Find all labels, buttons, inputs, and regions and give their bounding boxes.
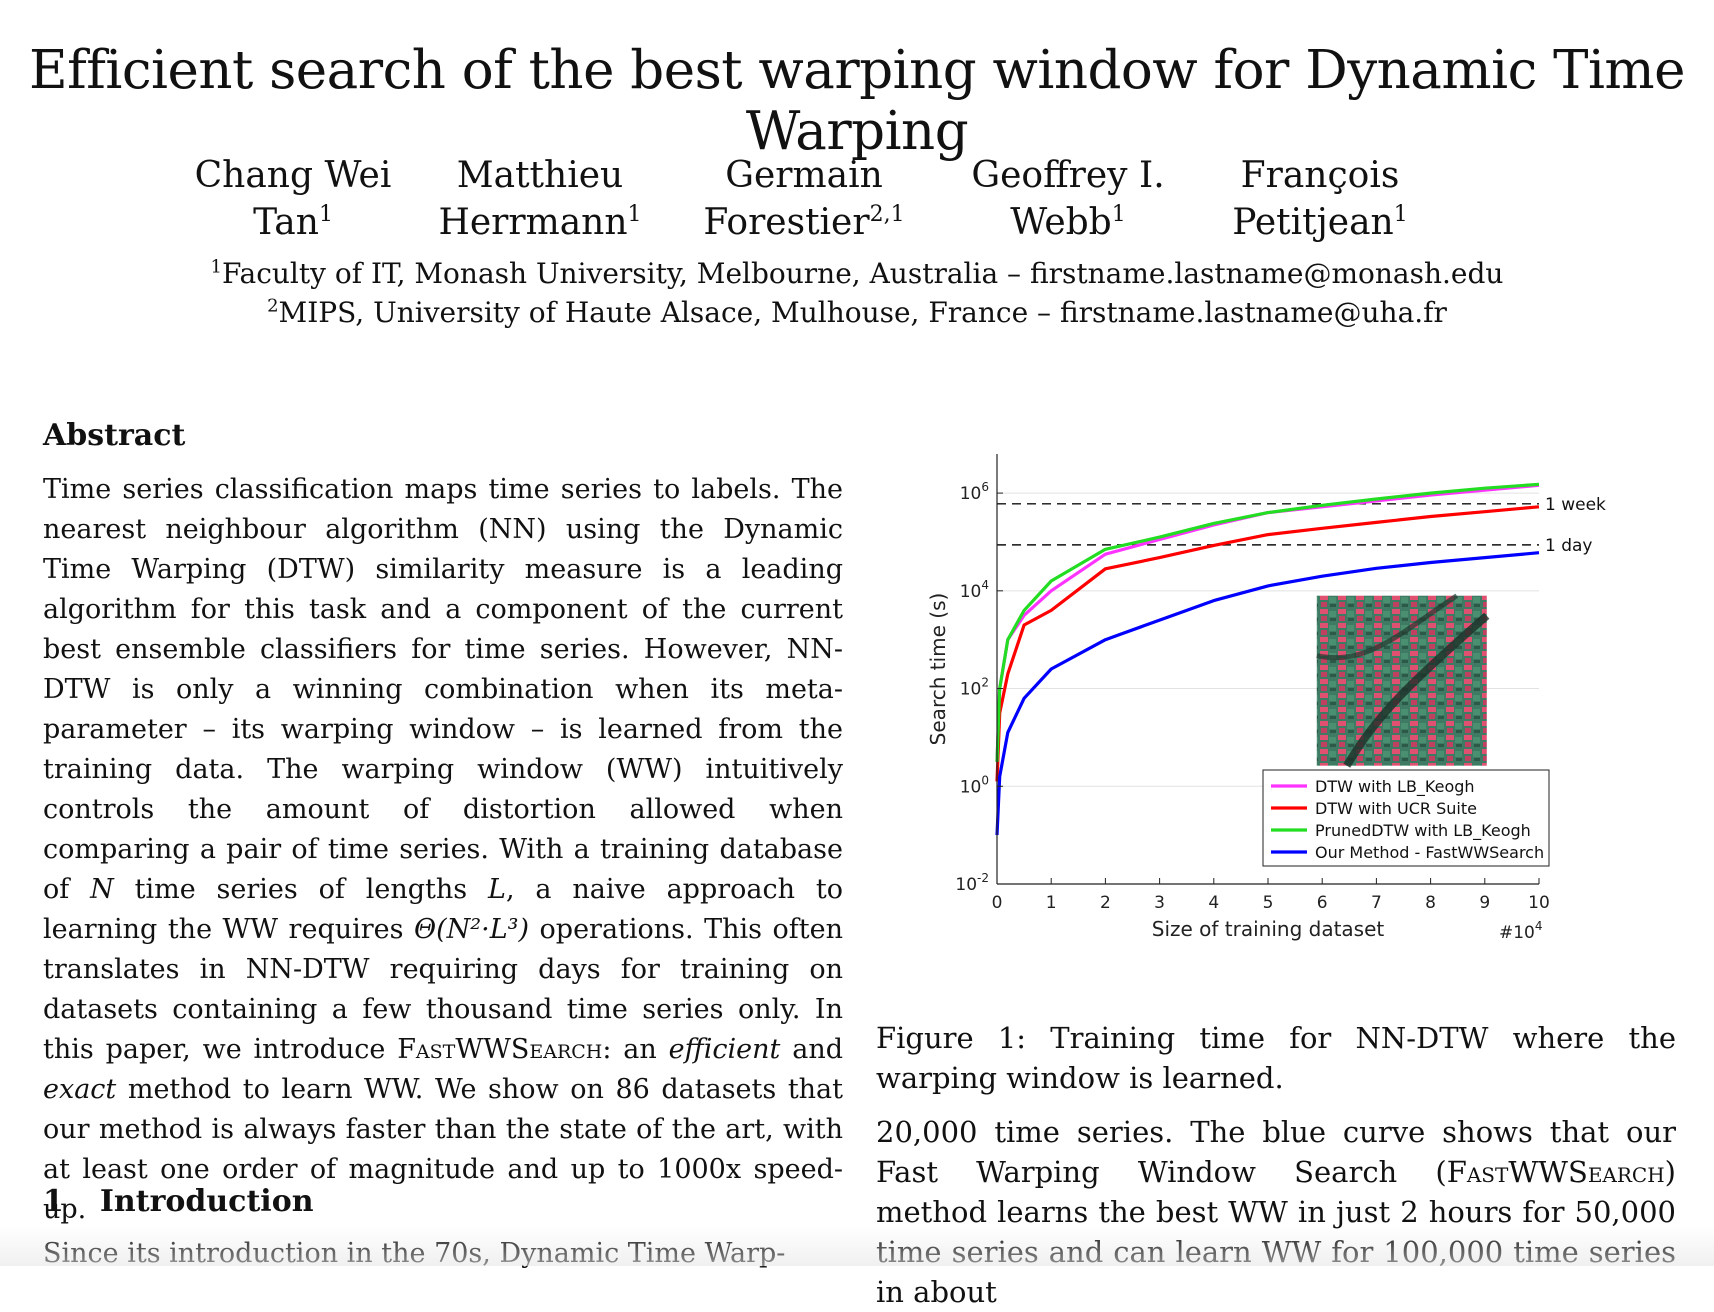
series-line <box>995 551 1540 836</box>
abstract-text-part: : an <box>602 1034 669 1065</box>
affil-text: Faculty of IT, Monash University, Melbou… <box>221 257 1504 290</box>
author-1: Chang Wei Tan1 <box>163 152 423 246</box>
author-4: Geoffrey I. Webb1 <box>938 152 1198 246</box>
legend-entry: PrunedDTW with LB_Keogh <box>1315 821 1531 841</box>
author-last-line: Tan <box>253 202 319 243</box>
section-heading-introduction: 1 Introduction <box>43 1184 314 1219</box>
abstract-complexity: Θ(N²·L³) <box>414 914 530 945</box>
abstract-var-n: N <box>90 874 114 905</box>
figure-caption: Figure 1: Training time for NN-DTW where… <box>876 1021 1676 1095</box>
affil-text: MIPS, University of Haute Alsace, Mulhou… <box>278 296 1447 329</box>
author-first-line: Germain <box>725 155 883 196</box>
y-tick-label: 102 <box>960 676 989 700</box>
legend-entry: DTW with UCR Suite <box>1315 799 1477 818</box>
abstract-body: Time series classification maps time ser… <box>43 470 843 1230</box>
author-3: Germain Forestier2,1 <box>674 152 934 246</box>
author-affil-marker: 1 <box>1393 202 1408 227</box>
y-axis-label: Search time (s) <box>926 593 950 746</box>
method-name: FastWWSearch <box>397 1034 603 1065</box>
x-tick-label: 5 <box>1263 893 1274 913</box>
author-list: Chang Wei Tan1 Matthieu Herrmann1 Germai… <box>0 152 1714 252</box>
figure-1: 1 week 1 day 0 1 2 3 4 5 6 7 8 9 10 10-2 100 102 104 106… <box>905 440 1705 1000</box>
series-line <box>995 482 1540 762</box>
satellite-image-ridge <box>1343 612 1490 768</box>
chart-axes: 0 1 2 3 4 5 6 7 8 9 10 10-2 100 102 104 106 Size of trai… <box>926 454 1550 943</box>
author-affil-marker: 1 <box>318 202 333 227</box>
abstract-heading: Abstract <box>43 418 186 453</box>
x-tick-label: 7 <box>1371 893 1382 913</box>
abstract-text-part: and <box>780 1034 843 1065</box>
affiliation-1: 1Faculty of IT, Monash University, Melbo… <box>0 257 1714 290</box>
series-line <box>995 505 1540 782</box>
satellite-image <box>1316 593 1490 768</box>
y-tick-label: 104 <box>960 578 989 602</box>
reference-line-label: 1 week <box>1545 495 1606 515</box>
abstract-text-part: method to learn WW. We show on 86 datase… <box>43 1074 843 1225</box>
abstract-text-part: Time series classification maps time ser… <box>43 474 843 905</box>
author-last-line: Webb <box>1010 202 1112 243</box>
affil-marker: 2 <box>267 295 279 317</box>
author-last-line: Herrmann <box>438 202 628 243</box>
x-tick-label: 8 <box>1425 893 1436 913</box>
author-5: François Petitjean1 <box>1190 152 1450 246</box>
y-tick-label: 100 <box>960 773 989 797</box>
author-2: Matthieu Herrmann1 <box>410 152 670 246</box>
search-time-chart: 1 week 1 day 0 1 2 3 4 5 6 7 8 9 10 10-2 100 102 104 106… <box>926 454 1606 943</box>
reference-line-label: 1 day <box>1545 536 1593 556</box>
y-tick-label: 10-2 <box>955 871 989 895</box>
satellite-image-ridge <box>1316 593 1459 661</box>
chart-legend: DTW with LB_Keogh DTW with UCR Suite Prune… <box>1262 769 1550 867</box>
section-title: Introduction <box>99 1184 314 1219</box>
legend-box <box>1262 769 1550 867</box>
x-tick-label: 3 <box>1154 893 1165 913</box>
author-affil-marker: 1 <box>1111 202 1126 227</box>
x-axis-label: Size of training dataset <box>1152 917 1385 941</box>
x-tick-label: 9 <box>1479 893 1490 913</box>
abstract-text-part: operations. This often translates in NN-… <box>43 914 843 1065</box>
page-bottom-shadow <box>0 1226 1714 1266</box>
affiliation-2: 2MIPS, University of Haute Alsace, Mulho… <box>0 296 1714 329</box>
y-tick-label: 106 <box>960 480 989 504</box>
author-affil-marker: 2,1 <box>869 202 905 227</box>
affil-marker: 1 <box>210 256 222 278</box>
author-last-line: Petitjean <box>1232 202 1394 243</box>
author-last-line: Forestier <box>703 202 870 243</box>
abstract-emphasis: efficient <box>668 1034 781 1065</box>
chart-reference-lines: 1 week 1 day <box>997 495 1606 556</box>
x-tick-label: 0 <box>992 893 1003 913</box>
x-tick-label: 6 <box>1317 893 1328 913</box>
abstract-text-part: time series of lengths <box>113 874 488 905</box>
author-affil-marker: 1 <box>627 202 642 227</box>
abstract-emphasis: exact <box>43 1074 117 1105</box>
abstract-text-part: , a naive approach to learning the WW re… <box>43 874 843 945</box>
x-multiplier-label: #104 <box>1499 919 1543 943</box>
method-name: FastWWSearch <box>1446 1155 1665 1189</box>
right-text-part: 20,000 time series. The blue curve shows… <box>876 1115 1676 1189</box>
author-first-line: François <box>1240 155 1400 196</box>
x-tick-label: 10 <box>1528 893 1550 913</box>
x-tick-label: 4 <box>1208 893 1219 913</box>
satellite-image-fields <box>1316 595 1487 766</box>
chart-series-lines <box>995 482 1540 836</box>
legend-entry: Our Method - FastWWSearch <box>1315 843 1544 862</box>
abstract-var-l: L <box>488 874 506 905</box>
legend-entry: DTW with LB_Keogh <box>1315 777 1475 797</box>
author-first-line: Geoffrey I. <box>971 155 1165 196</box>
x-tick-label: 1 <box>1046 893 1057 913</box>
author-first-line: Chang Wei <box>194 155 392 196</box>
x-tick-label: 2 <box>1100 893 1111 913</box>
section-number: 1 <box>43 1184 64 1219</box>
right-column-text: 20,000 time series. The blue curve shows… <box>876 1112 1676 1312</box>
author-first-line: Matthieu <box>456 155 624 196</box>
paper-title: Efficient search of the best warping win… <box>28 40 1686 162</box>
